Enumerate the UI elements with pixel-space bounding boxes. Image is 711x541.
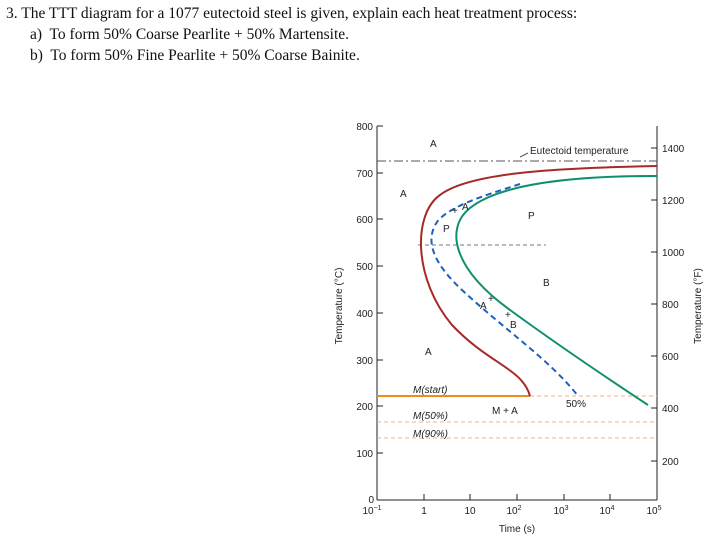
x-tick-100: 102 <box>506 505 521 517</box>
label-B-small: B <box>510 320 517 331</box>
x-tick-1: 1 <box>421 506 427 517</box>
x-tick-100000: 105 <box>646 505 661 517</box>
svg-text:+: + <box>505 310 511 321</box>
yf-tick-1400: 1400 <box>662 144 685 155</box>
label-50-percent: 50% <box>566 399 586 410</box>
yf-tick-200: 200 <box>662 457 679 468</box>
y-tick-700: 700 <box>356 169 373 180</box>
question-part-a: a) To form 50% Coarse Pearlite + 50% Mar… <box>30 26 349 44</box>
label-A-mid: A <box>480 301 487 312</box>
yf-tick-400: 400 <box>662 404 679 415</box>
yf-tick-800: 800 <box>662 300 679 311</box>
y-tick-400: 400 <box>356 309 373 320</box>
part-b-text: To form 50% Fine Pearlite + 50% Coarse B… <box>50 47 360 64</box>
x-tick-10000: 104 <box>599 505 614 517</box>
label-A-small: A <box>462 202 469 213</box>
part-b-letter: b) <box>30 47 43 64</box>
y-tick-500: 500 <box>356 262 373 273</box>
y-tick-800: 800 <box>356 122 373 133</box>
svg-text:+: + <box>488 294 494 305</box>
y-tick-200: 200 <box>356 402 373 413</box>
y-ticks-celsius: 800 700 600 500 400 300 200 100 0 <box>356 122 383 506</box>
eutectoid-pointer <box>519 152 529 158</box>
part-a-text: To form 50% Coarse Pearlite + 50% Marten… <box>49 26 350 43</box>
y-axis-left-label: Temperature (°C) <box>334 268 345 345</box>
y-ticks-fahrenheit: 1400 1200 1000 800 600 400 200 <box>651 144 685 468</box>
label-B-region: B <box>543 278 550 289</box>
y-tick-0: 0 <box>368 495 374 506</box>
start-curve <box>419 165 658 397</box>
y-tick-600: 600 <box>356 215 373 226</box>
transformation-markers: + + + <box>452 206 511 321</box>
yf-tick-600: 600 <box>662 352 679 363</box>
svg-text:+: + <box>452 206 458 217</box>
finish-curve <box>455 175 658 406</box>
yf-tick-1000: 1000 <box>662 248 685 259</box>
eutectoid-label: Eutectoid temperature <box>530 146 629 157</box>
x-tick-1000: 103 <box>553 505 568 517</box>
part-a-letter: a) <box>30 26 43 43</box>
x-tick-10: 10 <box>464 506 476 517</box>
label-M-50: M(50%) <box>413 411 448 422</box>
question-part-b: b) To form 50% Fine Pearlite + 50% Coars… <box>30 47 360 65</box>
y-tick-100: 100 <box>356 449 373 460</box>
fifty-percent-curve <box>430 183 579 397</box>
y-tick-300: 300 <box>356 356 373 367</box>
label-M-plus-A: M + A <box>492 406 518 417</box>
x-tick-0.1: 10−1 <box>362 505 381 517</box>
label-A-left: A <box>400 189 407 200</box>
label-A-lower: A <box>425 347 432 358</box>
label-A-top: A <box>430 139 437 150</box>
label-P-small: P <box>443 224 450 235</box>
plot-frame <box>376 126 658 501</box>
y-axis-right-label: Temperature (°F) <box>693 268 704 344</box>
label-M-90: M(90%) <box>413 429 448 440</box>
label-P-region: P <box>528 211 535 222</box>
x-ticks: 10−1 1 10 102 103 104 105 <box>362 494 662 517</box>
question-number: 3. <box>6 5 18 22</box>
question-prompt: The TTT diagram for a 1077 eutectoid ste… <box>21 5 578 22</box>
question-header: 3. The TTT diagram for a 1077 eutectoid … <box>6 4 577 24</box>
x-axis-label: Time (s) <box>499 524 535 535</box>
label-M-start: M(start) <box>413 385 447 396</box>
yf-tick-1200: 1200 <box>662 196 685 207</box>
